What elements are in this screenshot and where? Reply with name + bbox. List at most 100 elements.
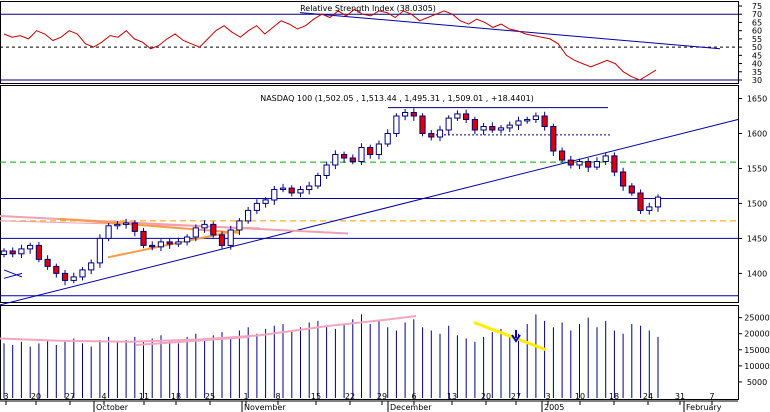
candle-body	[506, 124, 513, 129]
volume-tick-label: 25000	[744, 314, 769, 323]
x-day-label: 27	[511, 392, 521, 401]
rsi-tick-label: 45	[752, 51, 762, 60]
candle-body	[419, 115, 426, 134]
candle-body	[620, 171, 627, 187]
candle-body	[131, 222, 138, 232]
candle-body	[227, 229, 234, 246]
rsi-tick-label: 70	[752, 10, 762, 19]
candle-body	[637, 192, 644, 211]
candle-body	[44, 258, 51, 267]
candle-body	[628, 185, 635, 194]
x-day-label: 27	[65, 392, 75, 401]
candle-body	[445, 117, 452, 131]
candle-body	[567, 159, 574, 166]
x-day-label: 24	[643, 392, 653, 401]
volume-tick-label: 15000	[744, 346, 769, 355]
candle-body	[61, 272, 69, 281]
x-month-label: October	[96, 403, 129, 412]
candle-body	[541, 115, 548, 127]
candle-body	[532, 115, 539, 120]
rsi-tick-label: 50	[752, 43, 762, 52]
rsi-line	[3, 8, 657, 81]
candle-body	[210, 223, 217, 236]
x-day-label: 8	[275, 392, 280, 401]
rsi-tick-label: 55	[752, 35, 762, 44]
candle-body	[184, 236, 191, 243]
volume-average-2	[135, 335, 251, 346]
candle-body	[192, 227, 199, 238]
price-panel: 1650 1600 1550 1500 1450 1400	[0, 94, 767, 306]
price-tick-label: 1650	[747, 94, 767, 103]
rsi-tick-label: 75	[752, 2, 762, 11]
x-day-label: 10	[575, 392, 585, 401]
candle-body	[358, 147, 365, 162]
x-month-label: February	[686, 403, 722, 412]
x-day-label: 18	[609, 392, 619, 401]
cross-lines	[3, 269, 23, 279]
candle-body	[410, 112, 417, 117]
x-day-label: 20	[31, 392, 41, 401]
price-tick-label: 1500	[747, 199, 767, 208]
candle-body	[341, 154, 348, 159]
x-axis: 3 20 27 4 11 18 25 1 8 15 22 29 6 13 20 27 3 10 18 24 31 7Oct…	[3, 392, 722, 412]
candle-body	[593, 161, 600, 168]
candle-body	[140, 230, 147, 246]
rsi-tick-label: 35	[752, 68, 762, 77]
x-day-label: 11	[139, 392, 149, 401]
candle-body	[332, 154, 339, 166]
x-day-label: 4	[101, 392, 106, 401]
volume-frame	[0, 305, 739, 400]
candle-body	[96, 237, 104, 264]
x-day-label: 31	[675, 392, 685, 401]
candle-body	[70, 276, 77, 281]
x-day-label: 3	[3, 392, 8, 401]
candle-body	[53, 265, 60, 274]
rsi-tick-label: 60	[752, 27, 762, 36]
candle-body	[0, 250, 8, 255]
rsi-frame	[0, 1, 739, 84]
candle-body	[550, 126, 557, 152]
candle-body	[166, 241, 173, 245]
candle-body	[105, 225, 112, 239]
price-title: NASDAQ 100 (1,502.05 , 1,513.44 , 1,495.…	[260, 94, 534, 103]
candle-body	[149, 244, 156, 248]
candle-body	[175, 241, 182, 245]
candle-body	[436, 129, 444, 138]
candle-body	[123, 222, 130, 225]
candle-body	[463, 113, 470, 121]
candle-body	[585, 161, 592, 168]
candle-body	[88, 262, 95, 271]
candle-body	[262, 199, 269, 204]
candle-body	[279, 187, 287, 191]
price-frame	[0, 85, 739, 303]
price-tick-label: 1600	[747, 129, 767, 138]
candle-body	[611, 155, 618, 173]
candle-body	[114, 223, 121, 227]
candle-body	[297, 189, 304, 194]
x-day-label: 7	[709, 392, 714, 401]
candle-body	[428, 133, 435, 138]
volume-tick-label: 20000	[744, 330, 769, 339]
candle-body	[367, 147, 374, 155]
volume-average	[0, 315, 417, 343]
candle-body	[35, 244, 42, 260]
candle-body	[471, 119, 478, 131]
candle-body	[18, 248, 25, 255]
candle-body	[602, 155, 609, 162]
candle-body	[245, 209, 252, 222]
candle-body	[79, 269, 86, 278]
rsi-tick-label: 40	[752, 60, 762, 69]
x-day-label: 22	[345, 392, 355, 401]
candle-body	[515, 120, 522, 126]
candle-body	[576, 161, 583, 166]
candle-body	[201, 223, 208, 229]
x-month-label: December	[390, 403, 432, 412]
candle-body	[9, 250, 16, 255]
candle-body	[559, 150, 566, 161]
candle-body	[489, 126, 496, 131]
x-day-label: 13	[447, 392, 457, 401]
candle-body	[27, 244, 34, 250]
candle-body	[480, 126, 487, 131]
